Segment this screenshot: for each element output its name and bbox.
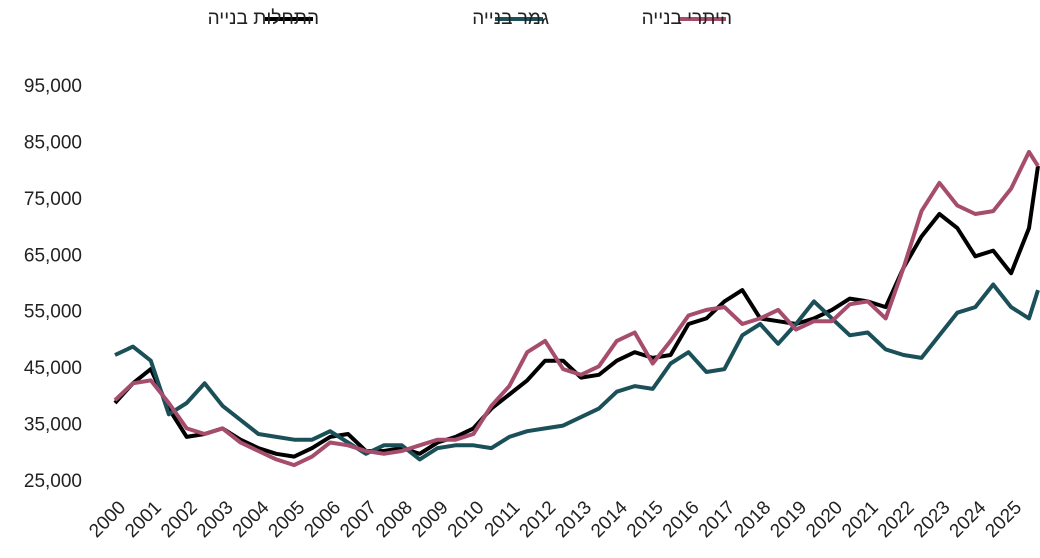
y-tick-label: 45,000 xyxy=(24,358,82,379)
x-tick-label: 2002 xyxy=(157,497,202,542)
y-tick-label: 25,000 xyxy=(24,471,82,492)
x-tick-label: 2008 xyxy=(372,497,417,542)
x-tick-label: 2009 xyxy=(408,497,453,542)
x-tick-label: 2021 xyxy=(838,497,883,542)
legend-label: התחלות בנייה xyxy=(208,8,319,29)
legend-label: גמר בנייה xyxy=(472,8,549,29)
x-tick-label: 2014 xyxy=(587,497,632,542)
y-tick-label: 85,000 xyxy=(24,132,82,153)
x-tick-label: 2025 xyxy=(981,497,1026,542)
x-tick-label: 2016 xyxy=(659,497,704,542)
legend-label: היתרי בנייה xyxy=(642,8,732,29)
x-tick-label: 2007 xyxy=(336,497,381,542)
y-tick-label: 65,000 xyxy=(24,245,82,266)
x-tick-label: 2004 xyxy=(229,497,274,542)
y-tick-label: 35,000 xyxy=(24,415,82,436)
x-tick-label: 2000 xyxy=(85,497,130,542)
x-tick-label: 2011 xyxy=(481,497,525,541)
y-tick-label: 95,000 xyxy=(24,76,82,97)
x-tick-label: 2018 xyxy=(731,497,776,542)
y-tick-label: 55,000 xyxy=(24,302,82,323)
x-tick-label: 2019 xyxy=(766,497,811,542)
x-tick-label: 2023 xyxy=(910,497,955,542)
series-line xyxy=(113,149,1040,468)
series-line xyxy=(114,282,1040,462)
x-tick-label: 2020 xyxy=(802,497,847,542)
series-line xyxy=(113,165,1040,459)
y-tick-label: 75,000 xyxy=(24,189,82,210)
x-tick-label: 2017 xyxy=(695,497,740,542)
x-tick-label: 2024 xyxy=(946,497,991,542)
x-tick-label: 2003 xyxy=(193,497,238,542)
x-tick-label: 2001 xyxy=(121,497,166,542)
x-tick-label: 2006 xyxy=(300,497,345,542)
x-tick-label: 2013 xyxy=(551,497,596,542)
x-tick-label: 2012 xyxy=(515,497,560,542)
x-tick-label: 2005 xyxy=(265,497,310,542)
x-tick-label: 2010 xyxy=(444,497,489,542)
x-tick-label: 2015 xyxy=(623,497,668,542)
x-tick-label: 2022 xyxy=(874,497,919,542)
